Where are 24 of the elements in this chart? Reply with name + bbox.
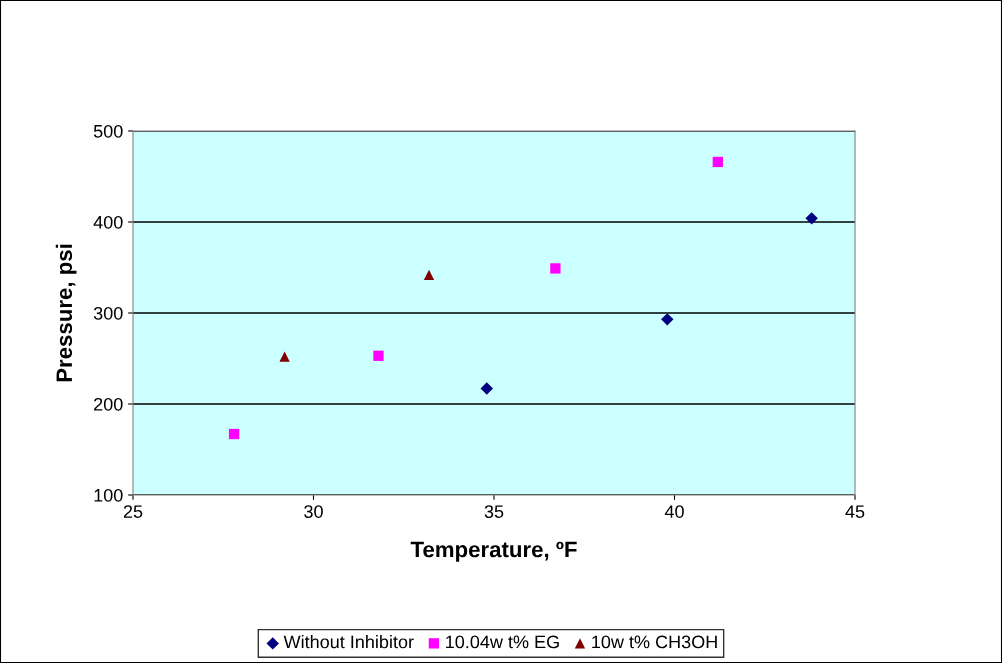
x-tick-label: 40 <box>664 505 684 518</box>
x-tick-label: 35 <box>484 505 504 518</box>
y-tick-label: 200 <box>94 397 123 411</box>
x-tick-label: 45 <box>845 505 865 518</box>
point <box>712 156 723 168</box>
y-tick-label: 400 <box>93 215 123 229</box>
point <box>805 212 818 225</box>
point <box>279 351 290 362</box>
legend-label: 10w t% CH3OH <box>592 635 717 649</box>
x-tick-label: 30 <box>304 505 323 518</box>
point <box>550 263 561 274</box>
y-axis-title: Pressure, psi <box>55 244 77 382</box>
point <box>480 382 493 395</box>
y-tick-label: 300 <box>93 306 123 320</box>
y-tick-label: 100 <box>94 488 123 502</box>
y-tick-label: 500 <box>93 124 123 138</box>
legend-label: 10.04w t% EG <box>446 635 559 649</box>
x-axis-title: Temperature, ºF <box>410 541 577 562</box>
point <box>423 269 435 280</box>
point <box>228 428 240 440</box>
legend-label: Without Inhibitor <box>283 635 414 649</box>
x-tick-label: 25 <box>123 505 143 518</box>
point <box>373 350 384 361</box>
point <box>661 313 674 326</box>
